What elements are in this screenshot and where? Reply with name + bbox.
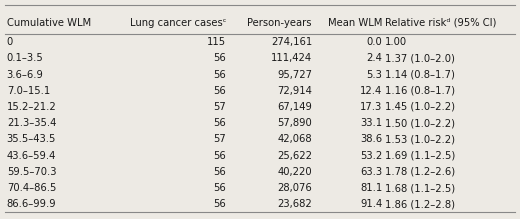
Text: 95,727: 95,727 bbox=[277, 69, 312, 79]
Text: 28,076: 28,076 bbox=[277, 183, 312, 193]
Text: Person-years: Person-years bbox=[248, 18, 312, 28]
Text: 1.86 (1.2–2.8): 1.86 (1.2–2.8) bbox=[385, 199, 455, 209]
Text: 86.6–99.9: 86.6–99.9 bbox=[7, 199, 56, 209]
Text: 0.1–3.5: 0.1–3.5 bbox=[7, 53, 44, 63]
Text: 21.3–35.4: 21.3–35.4 bbox=[7, 118, 56, 128]
Text: 111,424: 111,424 bbox=[271, 53, 312, 63]
Text: 1.78 (1.2–2.6): 1.78 (1.2–2.6) bbox=[385, 167, 455, 177]
Text: 2.4: 2.4 bbox=[366, 53, 382, 63]
Text: 0: 0 bbox=[7, 37, 13, 47]
Text: 59.5–70.3: 59.5–70.3 bbox=[7, 167, 56, 177]
Text: 40,220: 40,220 bbox=[277, 167, 312, 177]
Text: 81.1: 81.1 bbox=[360, 183, 382, 193]
Text: 91.4: 91.4 bbox=[360, 199, 382, 209]
Text: 53.2: 53.2 bbox=[360, 151, 382, 161]
Text: 7.0–15.1: 7.0–15.1 bbox=[7, 86, 50, 96]
Text: 72,914: 72,914 bbox=[277, 86, 312, 96]
Text: 38.6: 38.6 bbox=[360, 134, 382, 144]
Text: 1.50 (1.0–2.2): 1.50 (1.0–2.2) bbox=[385, 118, 455, 128]
Text: 0.0: 0.0 bbox=[367, 37, 382, 47]
Text: 70.4–86.5: 70.4–86.5 bbox=[7, 183, 56, 193]
Text: 56: 56 bbox=[213, 118, 226, 128]
Text: 17.3: 17.3 bbox=[360, 102, 382, 112]
Text: 33.1: 33.1 bbox=[360, 118, 382, 128]
Text: 25,622: 25,622 bbox=[277, 151, 312, 161]
Text: 1.00: 1.00 bbox=[385, 37, 407, 47]
Text: 35.5–43.5: 35.5–43.5 bbox=[7, 134, 56, 144]
Text: 5.3: 5.3 bbox=[366, 69, 382, 79]
Text: 67,149: 67,149 bbox=[277, 102, 312, 112]
Text: 56: 56 bbox=[213, 183, 226, 193]
Text: 1.68 (1.1–2.5): 1.68 (1.1–2.5) bbox=[385, 183, 455, 193]
Text: 56: 56 bbox=[213, 86, 226, 96]
Text: 56: 56 bbox=[213, 199, 226, 209]
Text: 1.16 (0.8–1.7): 1.16 (0.8–1.7) bbox=[385, 86, 455, 96]
Text: Mean WLM: Mean WLM bbox=[328, 18, 382, 28]
Text: 12.4: 12.4 bbox=[360, 86, 382, 96]
Text: 56: 56 bbox=[213, 167, 226, 177]
Text: Lung cancer casesᶜ: Lung cancer casesᶜ bbox=[129, 18, 226, 28]
Text: 274,161: 274,161 bbox=[271, 37, 312, 47]
Text: 1.45 (1.0–2.2): 1.45 (1.0–2.2) bbox=[385, 102, 455, 112]
Text: 57: 57 bbox=[213, 102, 226, 112]
Text: 56: 56 bbox=[213, 151, 226, 161]
Text: 43.6–59.4: 43.6–59.4 bbox=[7, 151, 56, 161]
Text: 1.69 (1.1–2.5): 1.69 (1.1–2.5) bbox=[385, 151, 455, 161]
Text: 1.37 (1.0–2.0): 1.37 (1.0–2.0) bbox=[385, 53, 454, 63]
Text: 57,890: 57,890 bbox=[277, 118, 312, 128]
Text: 1.53 (1.0–2.2): 1.53 (1.0–2.2) bbox=[385, 134, 455, 144]
Text: 1.14 (0.8–1.7): 1.14 (0.8–1.7) bbox=[385, 69, 454, 79]
Text: 15.2–21.2: 15.2–21.2 bbox=[7, 102, 57, 112]
Text: 42,068: 42,068 bbox=[277, 134, 312, 144]
Text: Cumulative WLM: Cumulative WLM bbox=[7, 18, 91, 28]
Text: 3.6–6.9: 3.6–6.9 bbox=[7, 69, 44, 79]
Text: 63.3: 63.3 bbox=[360, 167, 382, 177]
Text: 23,682: 23,682 bbox=[277, 199, 312, 209]
Text: 56: 56 bbox=[213, 69, 226, 79]
Text: Relative riskᵈ (95% CI): Relative riskᵈ (95% CI) bbox=[385, 18, 496, 28]
Text: 56: 56 bbox=[213, 53, 226, 63]
Text: 115: 115 bbox=[207, 37, 226, 47]
Text: 57: 57 bbox=[213, 134, 226, 144]
